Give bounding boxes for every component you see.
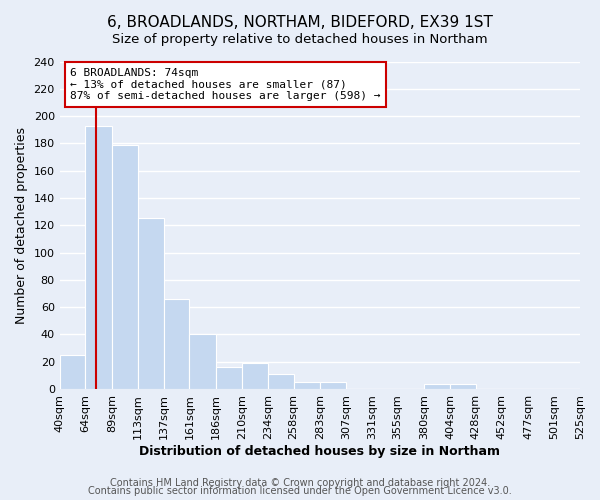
Y-axis label: Number of detached properties: Number of detached properties — [15, 126, 28, 324]
Text: Size of property relative to detached houses in Northam: Size of property relative to detached ho… — [112, 32, 488, 46]
Bar — [242, 363, 268, 389]
Text: 6 BROADLANDS: 74sqm
← 13% of detached houses are smaller (87)
87% of semi-detach: 6 BROADLANDS: 74sqm ← 13% of detached ho… — [70, 68, 380, 101]
Bar — [112, 144, 138, 389]
Text: Contains HM Land Registry data © Crown copyright and database right 2024.: Contains HM Land Registry data © Crown c… — [110, 478, 490, 488]
Bar — [320, 382, 346, 389]
Bar — [138, 218, 164, 389]
Bar — [424, 384, 450, 389]
Bar — [217, 367, 242, 389]
Bar — [85, 126, 112, 389]
Text: 6, BROADLANDS, NORTHAM, BIDEFORD, EX39 1ST: 6, BROADLANDS, NORTHAM, BIDEFORD, EX39 1… — [107, 15, 493, 30]
Bar — [190, 334, 217, 389]
Bar — [59, 355, 85, 389]
Bar — [450, 384, 476, 389]
X-axis label: Distribution of detached houses by size in Northam: Distribution of detached houses by size … — [139, 444, 500, 458]
Bar — [293, 382, 320, 389]
Bar — [268, 374, 293, 389]
Bar — [164, 299, 190, 389]
Text: Contains public sector information licensed under the Open Government Licence v3: Contains public sector information licen… — [88, 486, 512, 496]
